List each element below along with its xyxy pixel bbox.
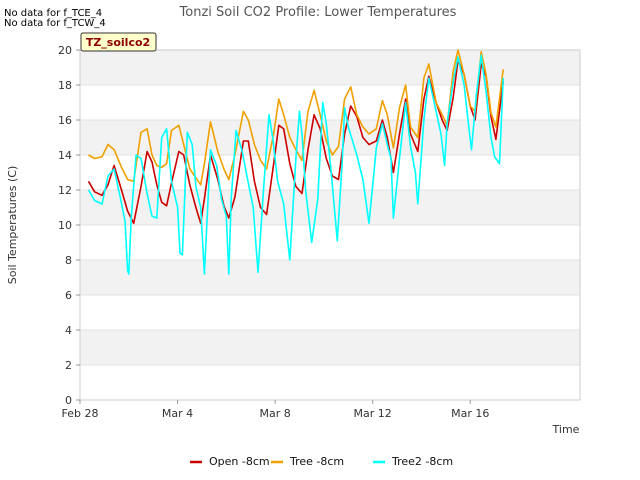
y-tick-label: 2 — [65, 359, 72, 372]
badge: TZ_soilco2 — [80, 32, 157, 52]
x-tick-label: Mar 16 — [451, 407, 489, 420]
x-tick-label: Mar 12 — [354, 407, 392, 420]
legend-label: Tree -8cm — [289, 455, 344, 468]
y-tick-label: 4 — [65, 324, 72, 337]
x-tick-label: Mar 4 — [162, 407, 193, 420]
background-bands — [80, 50, 580, 365]
band — [80, 330, 580, 365]
x-axis-label: Time — [552, 423, 580, 436]
y-tick-label: 18 — [58, 79, 72, 92]
no-data-note-2: No data for f_TCW_4 — [4, 18, 106, 29]
band — [80, 190, 580, 225]
band — [80, 260, 580, 295]
legend-label: Tree2 -8cm — [391, 455, 453, 468]
y-tick-label: 20 — [58, 44, 72, 57]
badge-box — [80, 32, 157, 52]
y-axis-ticks: 0 2 4 6 8 10 12 14 16 18 20 — [58, 44, 80, 407]
legend-label: Open -8cm — [209, 455, 270, 468]
y-tick-label: 0 — [65, 394, 72, 407]
y-axis-label: Soil Temperatures (C) — [6, 166, 19, 285]
x-tick-label: Feb 28 — [62, 407, 99, 420]
y-tick-label: 6 — [65, 289, 72, 302]
badge-label: TZ_soilco2 — [86, 36, 150, 49]
legend: Open -8cm Tree -8cm Tree2 -8cm — [190, 455, 453, 468]
y-tick-label: 10 — [58, 219, 72, 232]
x-axis-ticks: Feb 28 Mar 4 Mar 8 Mar 12 Mar 16 — [62, 400, 489, 420]
y-tick-label: 16 — [58, 114, 72, 127]
y-tick-label: 12 — [58, 184, 72, 197]
y-tick-label: 14 — [58, 149, 72, 162]
series-line-tree2-8cm — [87, 54, 504, 275]
y-tick-label: 8 — [65, 254, 72, 267]
x-tick-label: Mar 8 — [259, 407, 290, 420]
chart-title: Tonzi Soil CO2 Profile: Lower Temperatur… — [179, 5, 457, 20]
series-lines — [87, 49, 504, 275]
band — [80, 50, 580, 85]
no-data-note-1: No data for f_TCE_4 — [4, 8, 103, 19]
